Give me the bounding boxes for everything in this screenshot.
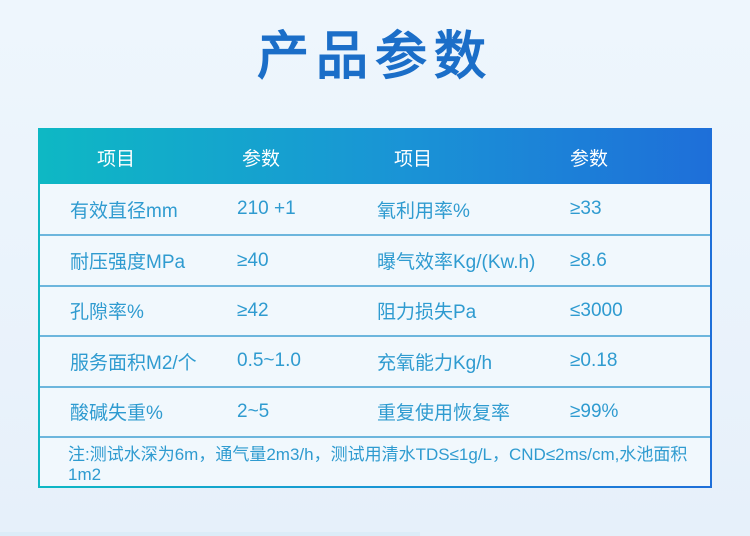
item-cell: 服务面积M2/个 — [70, 352, 197, 374]
item-cell: 曝气效率Kg/(Kw.h) — [377, 252, 536, 274]
bottom-decoration — [0, 532, 420, 536]
item-cell: 酸碱失重% — [70, 403, 163, 425]
value-cell: 2~5 — [237, 400, 270, 422]
item-cell: 阻力损失Pa — [377, 302, 477, 324]
header-item-1: 项目 — [97, 148, 136, 170]
table-row: 服务面积M2/个 0.5~1.0 充氧能力Kg/h ≥0.18 — [40, 335, 710, 385]
item-cell: 重复使用恢复率 — [377, 403, 511, 425]
table-header-row: 项目 参数 项目 参数 — [40, 130, 710, 184]
value-cell: 0.5~1.0 — [237, 350, 301, 372]
table-row: 酸碱失重% 2~5 重复使用恢复率 ≥99% — [40, 385, 710, 436]
value-cell: ≥33 — [570, 198, 602, 220]
item-cell: 充氧能力Kg/h — [377, 352, 493, 374]
page-title: 产品参数 — [256, 28, 493, 86]
table-row: 孔隙率% ≥42 阻力损失Pa ≤3000 — [40, 284, 710, 335]
value-cell: ≥42 — [237, 299, 269, 321]
value-cell: ≥99% — [570, 400, 619, 422]
item-cell: 耐压强度MPa — [70, 252, 186, 274]
value-cell: ≥40 — [237, 249, 269, 271]
value-cell: ≤3000 — [570, 299, 623, 321]
table-row: 耐压强度MPa ≥40 曝气效率Kg/(Kw.h) ≥8.6 — [40, 234, 710, 284]
value-cell: ≥0.18 — [570, 350, 618, 372]
item-cell: 有效直径mm — [70, 200, 178, 222]
parameters-table-body: 项目 参数 项目 参数 有效直径mm 210 +1 氧利用率% ≥33 耐压强度… — [40, 130, 710, 486]
value-cell: 210 +1 — [237, 198, 296, 220]
table-footnote: 注:测试水深为6m，通气量2m3/h，测试用清水TDS≤1g/L，CND≤2ms… — [40, 436, 710, 486]
item-cell: 孔隙率% — [70, 302, 144, 324]
item-cell: 氧利用率% — [377, 200, 470, 222]
header-param-2: 参数 — [570, 148, 609, 170]
table-row: 有效直径mm 210 +1 氧利用率% ≥33 — [40, 184, 710, 234]
parameters-table: 项目 参数 项目 参数 有效直径mm 210 +1 氧利用率% ≥33 耐压强度… — [38, 128, 712, 488]
value-cell: ≥8.6 — [570, 249, 607, 271]
header-param-1: 参数 — [242, 148, 281, 170]
header-item-2: 项目 — [394, 148, 433, 170]
